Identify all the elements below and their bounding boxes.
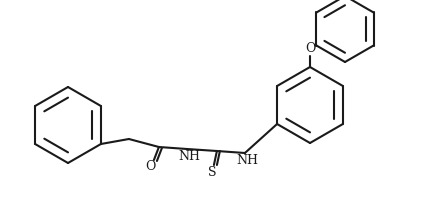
Text: S: S (208, 166, 216, 180)
Text: NH: NH (236, 154, 258, 168)
Text: NH: NH (178, 150, 200, 164)
Text: O: O (305, 42, 315, 55)
Text: O: O (146, 161, 156, 173)
